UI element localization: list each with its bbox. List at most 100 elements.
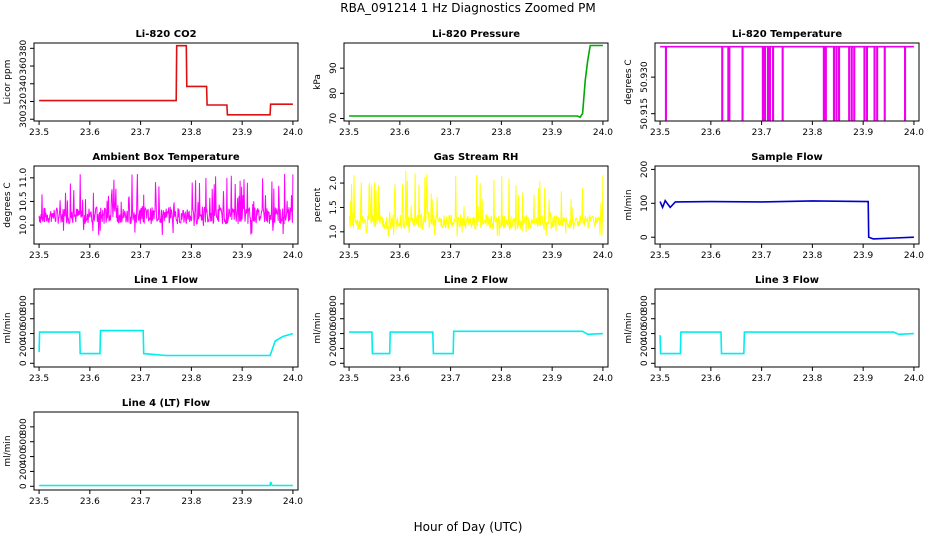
x-tick-label: 23.9 [232,374,252,384]
y-axis-label: ml/min [624,189,634,220]
panel-title: Ambient Box Temperature [92,152,239,163]
series-line [349,330,603,355]
y-tick-label: 50.915 [640,98,650,130]
y-tick-label: 400 [329,325,339,342]
x-tick-label: 23.6 [701,128,721,138]
x-tick-label: 23.9 [853,374,873,384]
series-line [39,44,293,116]
x-tick-label: 23.7 [131,128,151,138]
panel-title: Li-820 Temperature [732,29,842,40]
x-tick-label: 23.9 [542,128,562,138]
x-tick-label: 24.0 [283,251,303,261]
y-tick-label: 320 [19,93,29,110]
x-tick-label: 23.7 [752,374,772,384]
x-tick-label: 23.8 [181,128,201,138]
x-tick-label: 23.8 [802,374,822,384]
plot-frame [343,288,609,368]
x-tick-label: 23.8 [491,128,511,138]
x-tick-label: 23.9 [542,251,562,261]
y-tick-label: 0 [640,234,650,240]
plot-frame [33,288,299,368]
x-tick-label: 23.6 [80,128,100,138]
panel-title: Line 2 Flow [444,275,508,286]
plot-frame [33,411,299,491]
y-tick-label: 600 [19,310,29,327]
y-tick-label: 200 [640,340,650,357]
x-tick-label: 24.0 [904,128,924,138]
plot-frame [33,165,299,245]
chart-panel-7: Line 1 Flow ml/min 23.5 23.6 23.7 23.8 23.9 24.… [3,275,303,384]
series-line [659,198,914,240]
chart-panel-4: Ambient Box Temperature degrees C 23.5 23.6… [3,152,303,261]
y-tick-label: 11.0 [19,168,29,188]
x-tick-label: 23.5 [29,128,49,138]
plot-frame [343,165,609,245]
plot-frame [654,165,920,245]
y-tick-label: 200 [640,161,650,178]
plot-frame [343,42,609,122]
x-tick-label: 23.9 [542,374,562,384]
y-tick-label: 100 [640,194,650,211]
chart-panel-2: Li-820 Pressure kPa 23.5 23.6 23.7 23.8 23.9 24… [313,29,613,138]
x-tick-label: 23.5 [650,128,670,138]
series-line [659,331,914,355]
x-tick-label: 23.6 [80,497,100,507]
x-tick-label: 23.5 [339,128,359,138]
x-tick-label: 23.6 [390,374,410,384]
plot-frame [654,288,920,368]
series-line [38,173,294,236]
x-tick-label: 23.7 [131,251,151,261]
y-tick-label: 800 [19,295,29,312]
x-tick-label: 23.9 [853,128,873,138]
x-tick-label: 23.7 [131,497,151,507]
panel-title: Gas Stream RH [434,152,519,163]
y-axis-label: ml/min [3,435,13,466]
x-tick-label: 23.7 [441,251,461,261]
chart-panel-1: Li-820 CO2 Licor ppm 23.5 23.6 23.7 23.8 23.9 2… [3,29,303,138]
x-tick-label: 24.0 [904,251,924,261]
y-tick-label: 70 [329,112,339,124]
x-tick-label: 23.7 [752,128,772,138]
panel-title: Line 4 (LT) Flow [122,398,210,409]
x-tick-label: 23.7 [752,251,772,261]
x-tick-label: 23.6 [80,251,100,261]
y-axis-label: degrees C [3,182,13,227]
panel-title: Li-820 Pressure [432,29,520,40]
y-tick-label: 300 [19,110,29,127]
y-tick-label: 1.5 [329,200,339,214]
x-tick-label: 23.5 [29,497,49,507]
x-tick-label: 23.9 [232,251,252,261]
y-axis-label: degrees C [624,59,634,104]
y-tick-label: 10.5 [19,191,29,211]
y-tick-label: 0 [19,360,29,366]
y-tick-label: 10.0 [19,215,29,235]
y-tick-label: 800 [329,295,339,312]
y-axis-label: kPa [313,74,323,90]
x-tick-label: 23.8 [491,374,511,384]
y-tick-label: 0 [640,360,650,366]
y-tick-label: 1.0 [329,224,339,239]
series-line [348,170,604,237]
x-tick-label: 24.0 [283,374,303,384]
y-axis-label: ml/min [3,312,13,343]
y-axis-label: ml/min [313,312,323,343]
y-tick-label: 200 [329,340,339,357]
chart-panel-5: Gas Stream RH percent 23.5 23.6 23.7 23.8 23.9… [313,152,613,261]
panel-title: Sample Flow [751,152,823,163]
chart-panels: Li-820 CO2 Licor ppm 23.5 23.6 23.7 23.8 23.9 2… [3,29,924,507]
x-tick-label: 24.0 [593,128,613,138]
x-tick-label: 24.0 [593,374,613,384]
y-tick-label: 50.930 [640,61,650,93]
x-tick-label: 23.6 [80,374,100,384]
y-axis-label: ml/min [624,312,634,343]
chart-panel-8: Line 2 Flow ml/min 23.5 23.6 23.7 23.8 23.9 24.… [313,275,613,384]
x-tick-label: 23.5 [29,374,49,384]
x-tick-label: 23.6 [701,251,721,261]
y-tick-label: 0 [329,360,339,366]
x-tick-label: 23.9 [853,251,873,261]
y-tick-label: 90 [329,62,339,74]
chart-panel-10: Line 4 (LT) Flow ml/min 23.5 23.6 23.7 23.8 23… [3,398,303,507]
x-tick-label: 23.9 [232,497,252,507]
x-tick-label: 23.8 [181,251,201,261]
x-tick-label: 23.8 [802,128,822,138]
